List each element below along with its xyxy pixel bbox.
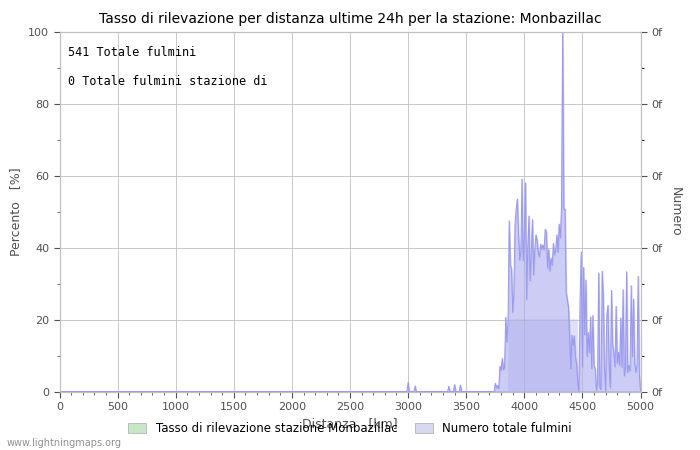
Legend: Tasso di rilevazione stazione Monbazillac, Numero totale fulmini: Tasso di rilevazione stazione Monbazilla… (124, 417, 576, 440)
Text: 0 Totale fulmini stazione di: 0 Totale fulmini stazione di (68, 75, 267, 88)
Text: www.lightningmaps.org: www.lightningmaps.org (7, 438, 122, 448)
X-axis label: Distanza   [km]: Distanza [km] (302, 418, 398, 431)
Y-axis label: Numero: Numero (668, 187, 681, 236)
Text: 541 Totale fulmini: 541 Totale fulmini (68, 46, 197, 59)
Y-axis label: Percento   [%]: Percento [%] (10, 167, 22, 256)
Title: Tasso di rilevazione per distanza ultime 24h per la stazione: Monbazillac: Tasso di rilevazione per distanza ultime… (99, 12, 601, 26)
